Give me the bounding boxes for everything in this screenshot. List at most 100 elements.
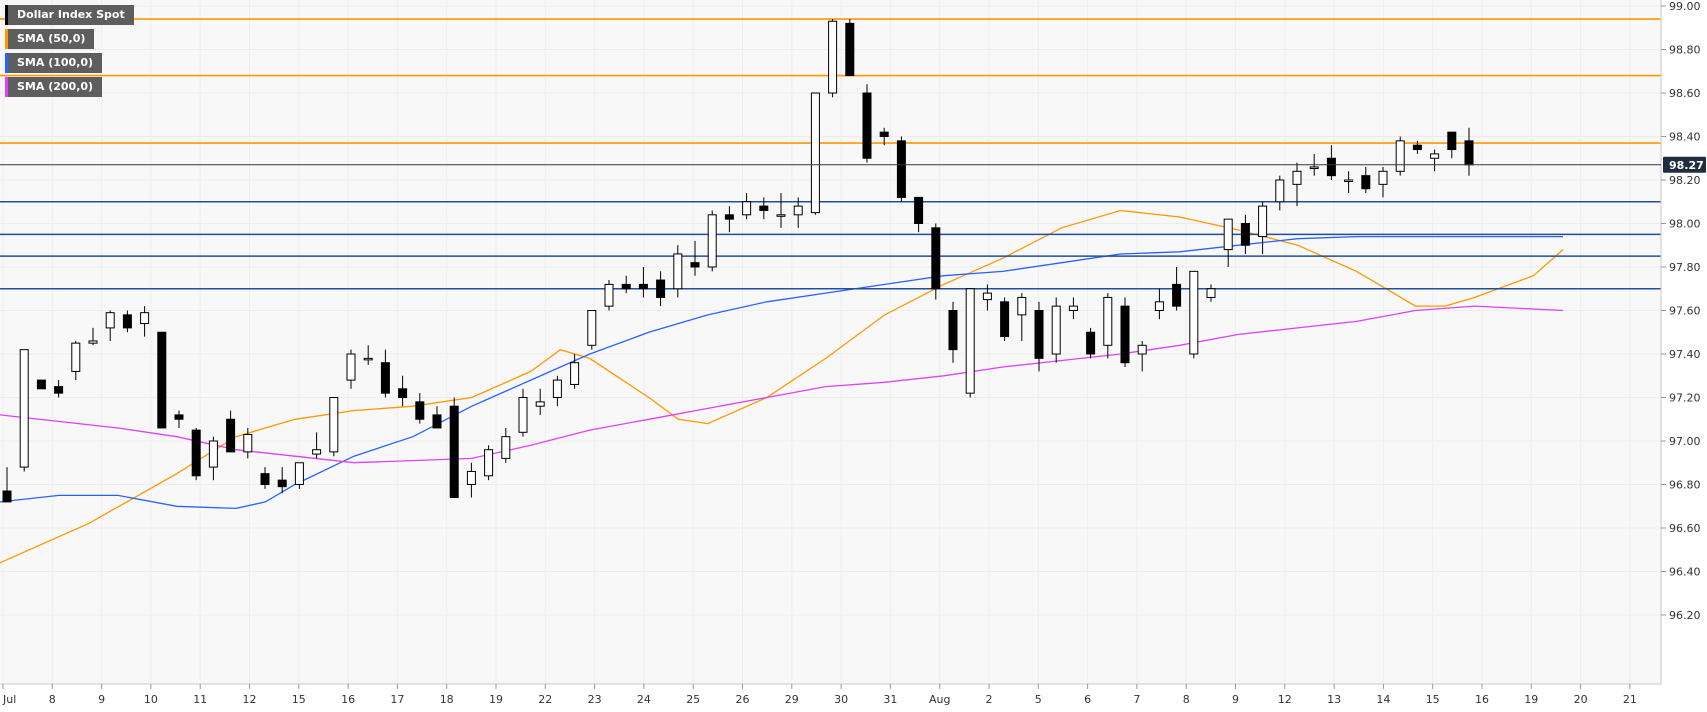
candle-body xyxy=(71,342,81,372)
x-tick-label: 19 xyxy=(489,693,503,706)
candle-body xyxy=(638,283,648,290)
candle xyxy=(1258,201,1268,254)
candle xyxy=(759,197,769,220)
candle xyxy=(243,427,253,459)
candle-body xyxy=(810,92,820,214)
candle xyxy=(484,445,494,481)
candle xyxy=(294,462,304,489)
sma-200-line xyxy=(0,305,1564,464)
y-tick-label: 98.60 xyxy=(1669,87,1701,100)
candle-body xyxy=(19,349,29,468)
candle-body xyxy=(294,462,304,485)
candle xyxy=(1378,166,1388,198)
horizontal-levels xyxy=(0,18,1661,290)
candle-body xyxy=(191,429,201,477)
x-tick-label: 6 xyxy=(1084,693,1091,706)
candle xyxy=(570,354,580,389)
candle-body xyxy=(243,433,253,453)
candle xyxy=(948,301,958,363)
candle-body xyxy=(1258,205,1268,238)
candle xyxy=(1137,340,1147,372)
x-tick-label: 8 xyxy=(49,693,56,706)
candle-body xyxy=(1309,166,1319,169)
candle xyxy=(88,327,98,346)
candle xyxy=(1103,293,1113,359)
x-tick-label: 14 xyxy=(1376,693,1390,706)
candle-body xyxy=(1189,270,1199,355)
candle-body xyxy=(690,262,700,268)
y-tick-label: 98.00 xyxy=(1669,218,1701,231)
legend-swatch xyxy=(5,77,8,97)
candle xyxy=(621,275,631,294)
candle xyxy=(1120,297,1130,368)
x-tick-label: 15 xyxy=(292,693,306,706)
candle xyxy=(810,92,820,215)
candle-body xyxy=(1395,140,1405,172)
x-tick-label: 24 xyxy=(637,693,651,706)
x-tick-label: 12 xyxy=(243,693,257,706)
candle xyxy=(1068,297,1078,320)
y-tick-label: 97.40 xyxy=(1669,348,1701,361)
candle-body xyxy=(965,288,975,394)
candle xyxy=(36,379,46,390)
current-price-badge-box xyxy=(1663,156,1706,173)
x-tick-label: 15 xyxy=(1426,693,1440,706)
candle xyxy=(1292,162,1302,207)
candle xyxy=(690,240,700,276)
candle xyxy=(828,19,838,98)
candle xyxy=(449,397,459,499)
x-tick-label: Aug xyxy=(929,693,950,706)
legend-item-price[interactable]: Dollar Index Spot xyxy=(5,5,134,25)
candle-body xyxy=(879,131,889,137)
candle-body xyxy=(707,214,717,268)
candle-body xyxy=(1206,288,1216,298)
x-tick-label: 16 xyxy=(341,693,355,706)
candle-body xyxy=(329,397,339,453)
x-tick-label: 21 xyxy=(1623,693,1637,706)
x-tick-label: 13 xyxy=(1327,693,1341,706)
legend-item-sma50[interactable]: SMA (50,0) xyxy=(5,29,95,49)
candle xyxy=(260,467,270,489)
candle-body xyxy=(260,473,270,485)
candle-body xyxy=(1154,301,1164,311)
y-tick-label: 96.20 xyxy=(1669,609,1701,622)
candle-body xyxy=(1292,170,1302,185)
candle xyxy=(604,280,614,311)
candle-body xyxy=(1326,157,1336,177)
legend-swatch xyxy=(5,29,8,49)
candle-body xyxy=(277,479,287,488)
candle-body xyxy=(896,140,906,198)
x-tick-label: 10 xyxy=(144,693,158,706)
y-tick-label: 97.20 xyxy=(1669,392,1701,405)
candle-body xyxy=(1223,218,1233,251)
candle xyxy=(1034,301,1044,372)
candle xyxy=(122,310,132,333)
candle-body xyxy=(552,379,562,399)
candle-body xyxy=(432,414,442,429)
candle-body xyxy=(1430,153,1440,159)
candle xyxy=(845,19,855,77)
candle xyxy=(965,288,975,398)
candle-body xyxy=(398,388,408,398)
candle-body xyxy=(449,405,459,499)
sma-50-line xyxy=(0,209,1564,564)
candle xyxy=(2,467,12,503)
candle xyxy=(931,223,941,300)
candles xyxy=(2,19,1474,503)
x-tick-label: 26 xyxy=(736,693,750,706)
candle xyxy=(673,245,683,298)
candle xyxy=(1361,166,1371,194)
candle-body xyxy=(1017,296,1027,316)
sma-100-line xyxy=(0,235,1563,510)
legend-item-sma200[interactable]: SMA (200,0) xyxy=(5,77,103,97)
candle xyxy=(518,388,528,437)
candle xyxy=(1326,145,1336,180)
candle xyxy=(501,427,511,463)
candle xyxy=(1223,218,1233,267)
legend-item-sma100[interactable]: SMA (100,0) xyxy=(5,53,103,73)
x-tick-label: 22 xyxy=(538,693,552,706)
candle xyxy=(1051,297,1061,363)
x-tick-label: 7 xyxy=(1133,693,1140,706)
candle-body xyxy=(501,436,511,459)
